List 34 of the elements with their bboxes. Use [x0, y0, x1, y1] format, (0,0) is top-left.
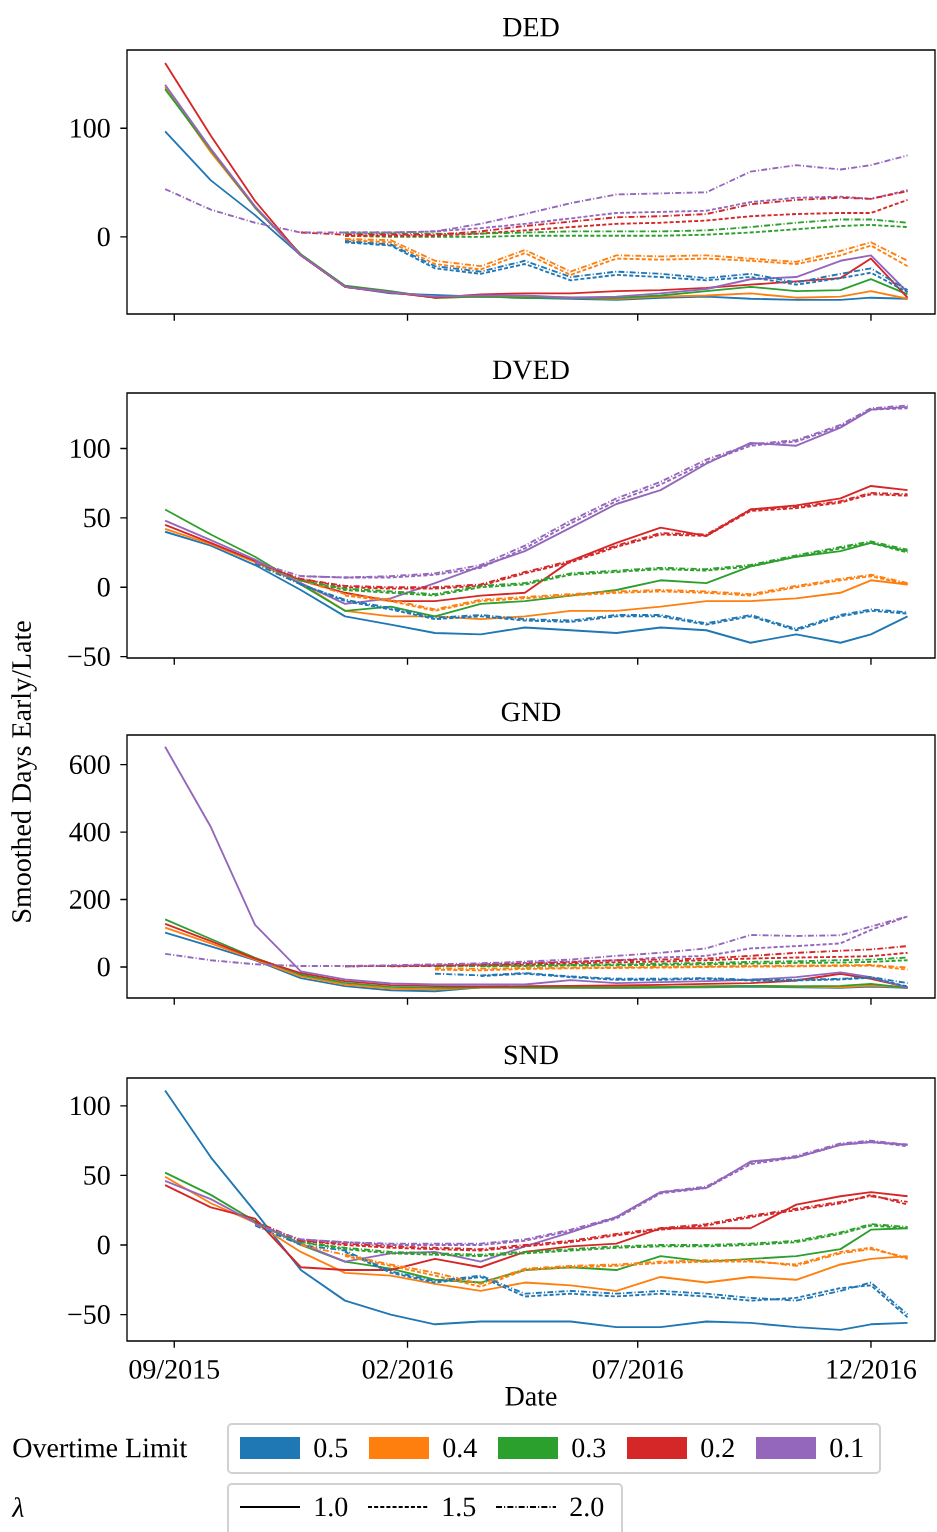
y-tick-label: 0	[97, 957, 110, 977]
y-tick-label: 0	[97, 577, 110, 597]
y-tick-label: −50	[68, 1305, 110, 1324]
x-tick-label: 12/2016	[827, 1359, 917, 1379]
y-tick-label: 50	[84, 1165, 110, 1185]
chart-title: SND	[504, 1045, 558, 1065]
y-tick-label: 600	[69, 755, 110, 775]
y-tick-label: 50	[84, 508, 110, 528]
x-axis-title: Date	[505, 1387, 557, 1406]
text: 0.5	[314, 1438, 348, 1458]
text: 0.2	[701, 1438, 734, 1458]
text: 1.5	[443, 1497, 476, 1517]
text: 0.1	[830, 1438, 863, 1458]
text: 2.0	[570, 1497, 604, 1517]
text: 1.0	[315, 1497, 348, 1517]
x-tick-label: 02/2016	[362, 1359, 453, 1379]
text: λ	[11, 1497, 24, 1517]
y-tick-label: 100	[71, 118, 110, 138]
x-tick-label: 07/2016	[592, 1359, 683, 1379]
text: 0.4	[443, 1438, 477, 1458]
y-tick-label: 400	[69, 822, 110, 842]
text: Overtime Limit	[13, 1438, 188, 1458]
y-axis-title: Smoothed Days Early/Late	[11, 621, 37, 922]
y-tick-label: 0	[97, 1235, 110, 1255]
chart-title: GND	[501, 702, 561, 722]
chart-title: DVED	[492, 360, 569, 380]
y-tick-label: 0	[97, 227, 110, 247]
y-tick-label: 200	[69, 890, 110, 909]
chart-title: DED	[503, 18, 559, 37]
text: 0.3	[572, 1438, 606, 1458]
y-tick-label: 100	[71, 1096, 110, 1116]
y-tick-label: 100	[71, 439, 110, 458]
y-tick-label: −50	[68, 647, 110, 667]
x-tick-label: 09/2015	[129, 1359, 220, 1379]
